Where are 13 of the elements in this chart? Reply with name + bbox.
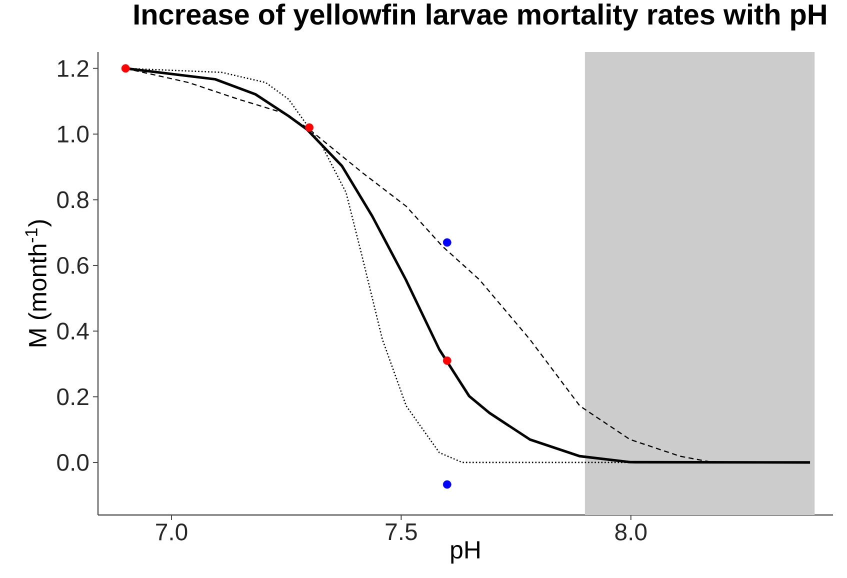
x-tick-label: 7.0 <box>156 524 188 540</box>
y-tick-label: 0.4 <box>57 322 89 340</box>
x-tick-label: 8.0 <box>615 524 647 540</box>
y-tick-label: 0.6 <box>57 256 88 274</box>
y-axis-title: M (month$^{-1}$) <box>25 220 52 346</box>
x-axis-title: pH <box>451 541 480 564</box>
y-tick-label: 0.0 <box>57 454 89 471</box>
y-tick-label: 0.2 <box>57 388 88 406</box>
y-tick-label: 1.0 <box>58 126 89 143</box>
y-tick-label: 1.2 <box>58 60 88 77</box>
x-tick-label: 7.5 <box>386 524 417 540</box>
chart-title: Increase of yellowfin larvae mortality rates with pH <box>134 4 826 30</box>
y-tick-label: 0.8 <box>57 191 88 208</box>
